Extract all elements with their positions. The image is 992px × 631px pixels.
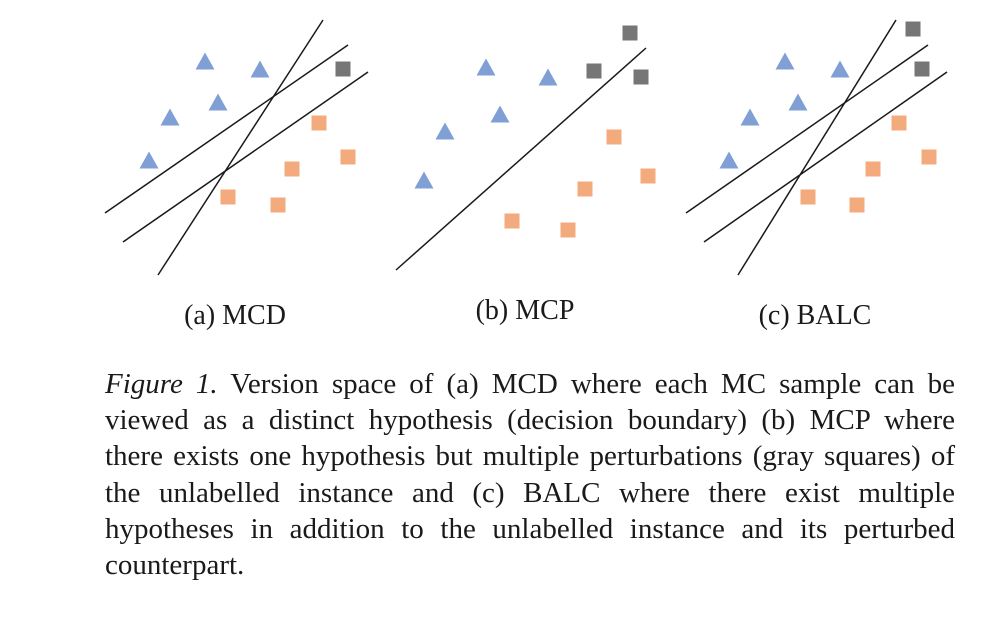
triangle-point bbox=[788, 93, 808, 111]
triangle-point bbox=[250, 60, 270, 78]
decision-boundary bbox=[703, 71, 948, 243]
caption-text: Version space of (a) MCD where each MC s… bbox=[105, 368, 955, 582]
decision-boundary bbox=[122, 71, 369, 243]
decision-boundary bbox=[737, 19, 897, 276]
triangle-point bbox=[208, 93, 228, 111]
decision-boundary bbox=[157, 19, 324, 276]
triangle-point bbox=[139, 151, 159, 169]
caption-lead: Figure 1. bbox=[105, 368, 218, 400]
square-point bbox=[560, 222, 576, 238]
square-point bbox=[220, 189, 236, 205]
square-point bbox=[606, 129, 622, 145]
square-point bbox=[270, 197, 286, 213]
square-point bbox=[340, 149, 356, 165]
panel-label-mcd: (a) MCD bbox=[184, 300, 286, 331]
gray-square-point bbox=[905, 21, 921, 37]
panel-label-balc: (c) BALC bbox=[758, 300, 872, 331]
decision-boundary bbox=[104, 44, 349, 214]
square-point bbox=[849, 197, 865, 213]
triangle-point bbox=[476, 58, 496, 76]
triangle-point bbox=[775, 52, 795, 70]
square-point bbox=[800, 189, 816, 205]
panel-balc bbox=[685, 19, 948, 276]
triangle-point bbox=[414, 171, 434, 189]
square-point bbox=[311, 115, 327, 131]
decision-boundary bbox=[395, 47, 647, 271]
square-point bbox=[640, 168, 656, 184]
square-point bbox=[284, 161, 300, 177]
panel-label-mcp: (b) MCP bbox=[475, 295, 575, 326]
triangle-point bbox=[740, 108, 760, 126]
triangle-point bbox=[538, 68, 558, 86]
square-point bbox=[865, 161, 881, 177]
triangle-point bbox=[490, 105, 510, 123]
triangle-point bbox=[830, 60, 850, 78]
square-point bbox=[577, 181, 593, 197]
figure: (a) MCD (b) MCP (c) BALC bbox=[104, 19, 948, 331]
triangle-point bbox=[160, 108, 180, 126]
triangle-point bbox=[195, 52, 215, 70]
triangle-point bbox=[719, 151, 739, 169]
triangle-point bbox=[435, 122, 455, 140]
gray-square-point bbox=[335, 61, 351, 77]
panel-mcd bbox=[104, 19, 369, 276]
gray-square-point bbox=[633, 69, 649, 85]
square-point bbox=[891, 115, 907, 131]
square-point bbox=[921, 149, 937, 165]
panel-mcp bbox=[395, 25, 656, 271]
gray-square-point bbox=[622, 25, 638, 41]
figure-caption: Figure 1. Version space of (a) MCD where… bbox=[105, 366, 955, 583]
square-point bbox=[504, 213, 520, 229]
gray-square-point bbox=[586, 63, 602, 79]
figure-plots bbox=[104, 19, 948, 276]
gray-square-point bbox=[914, 61, 930, 77]
decision-boundary bbox=[685, 44, 929, 214]
